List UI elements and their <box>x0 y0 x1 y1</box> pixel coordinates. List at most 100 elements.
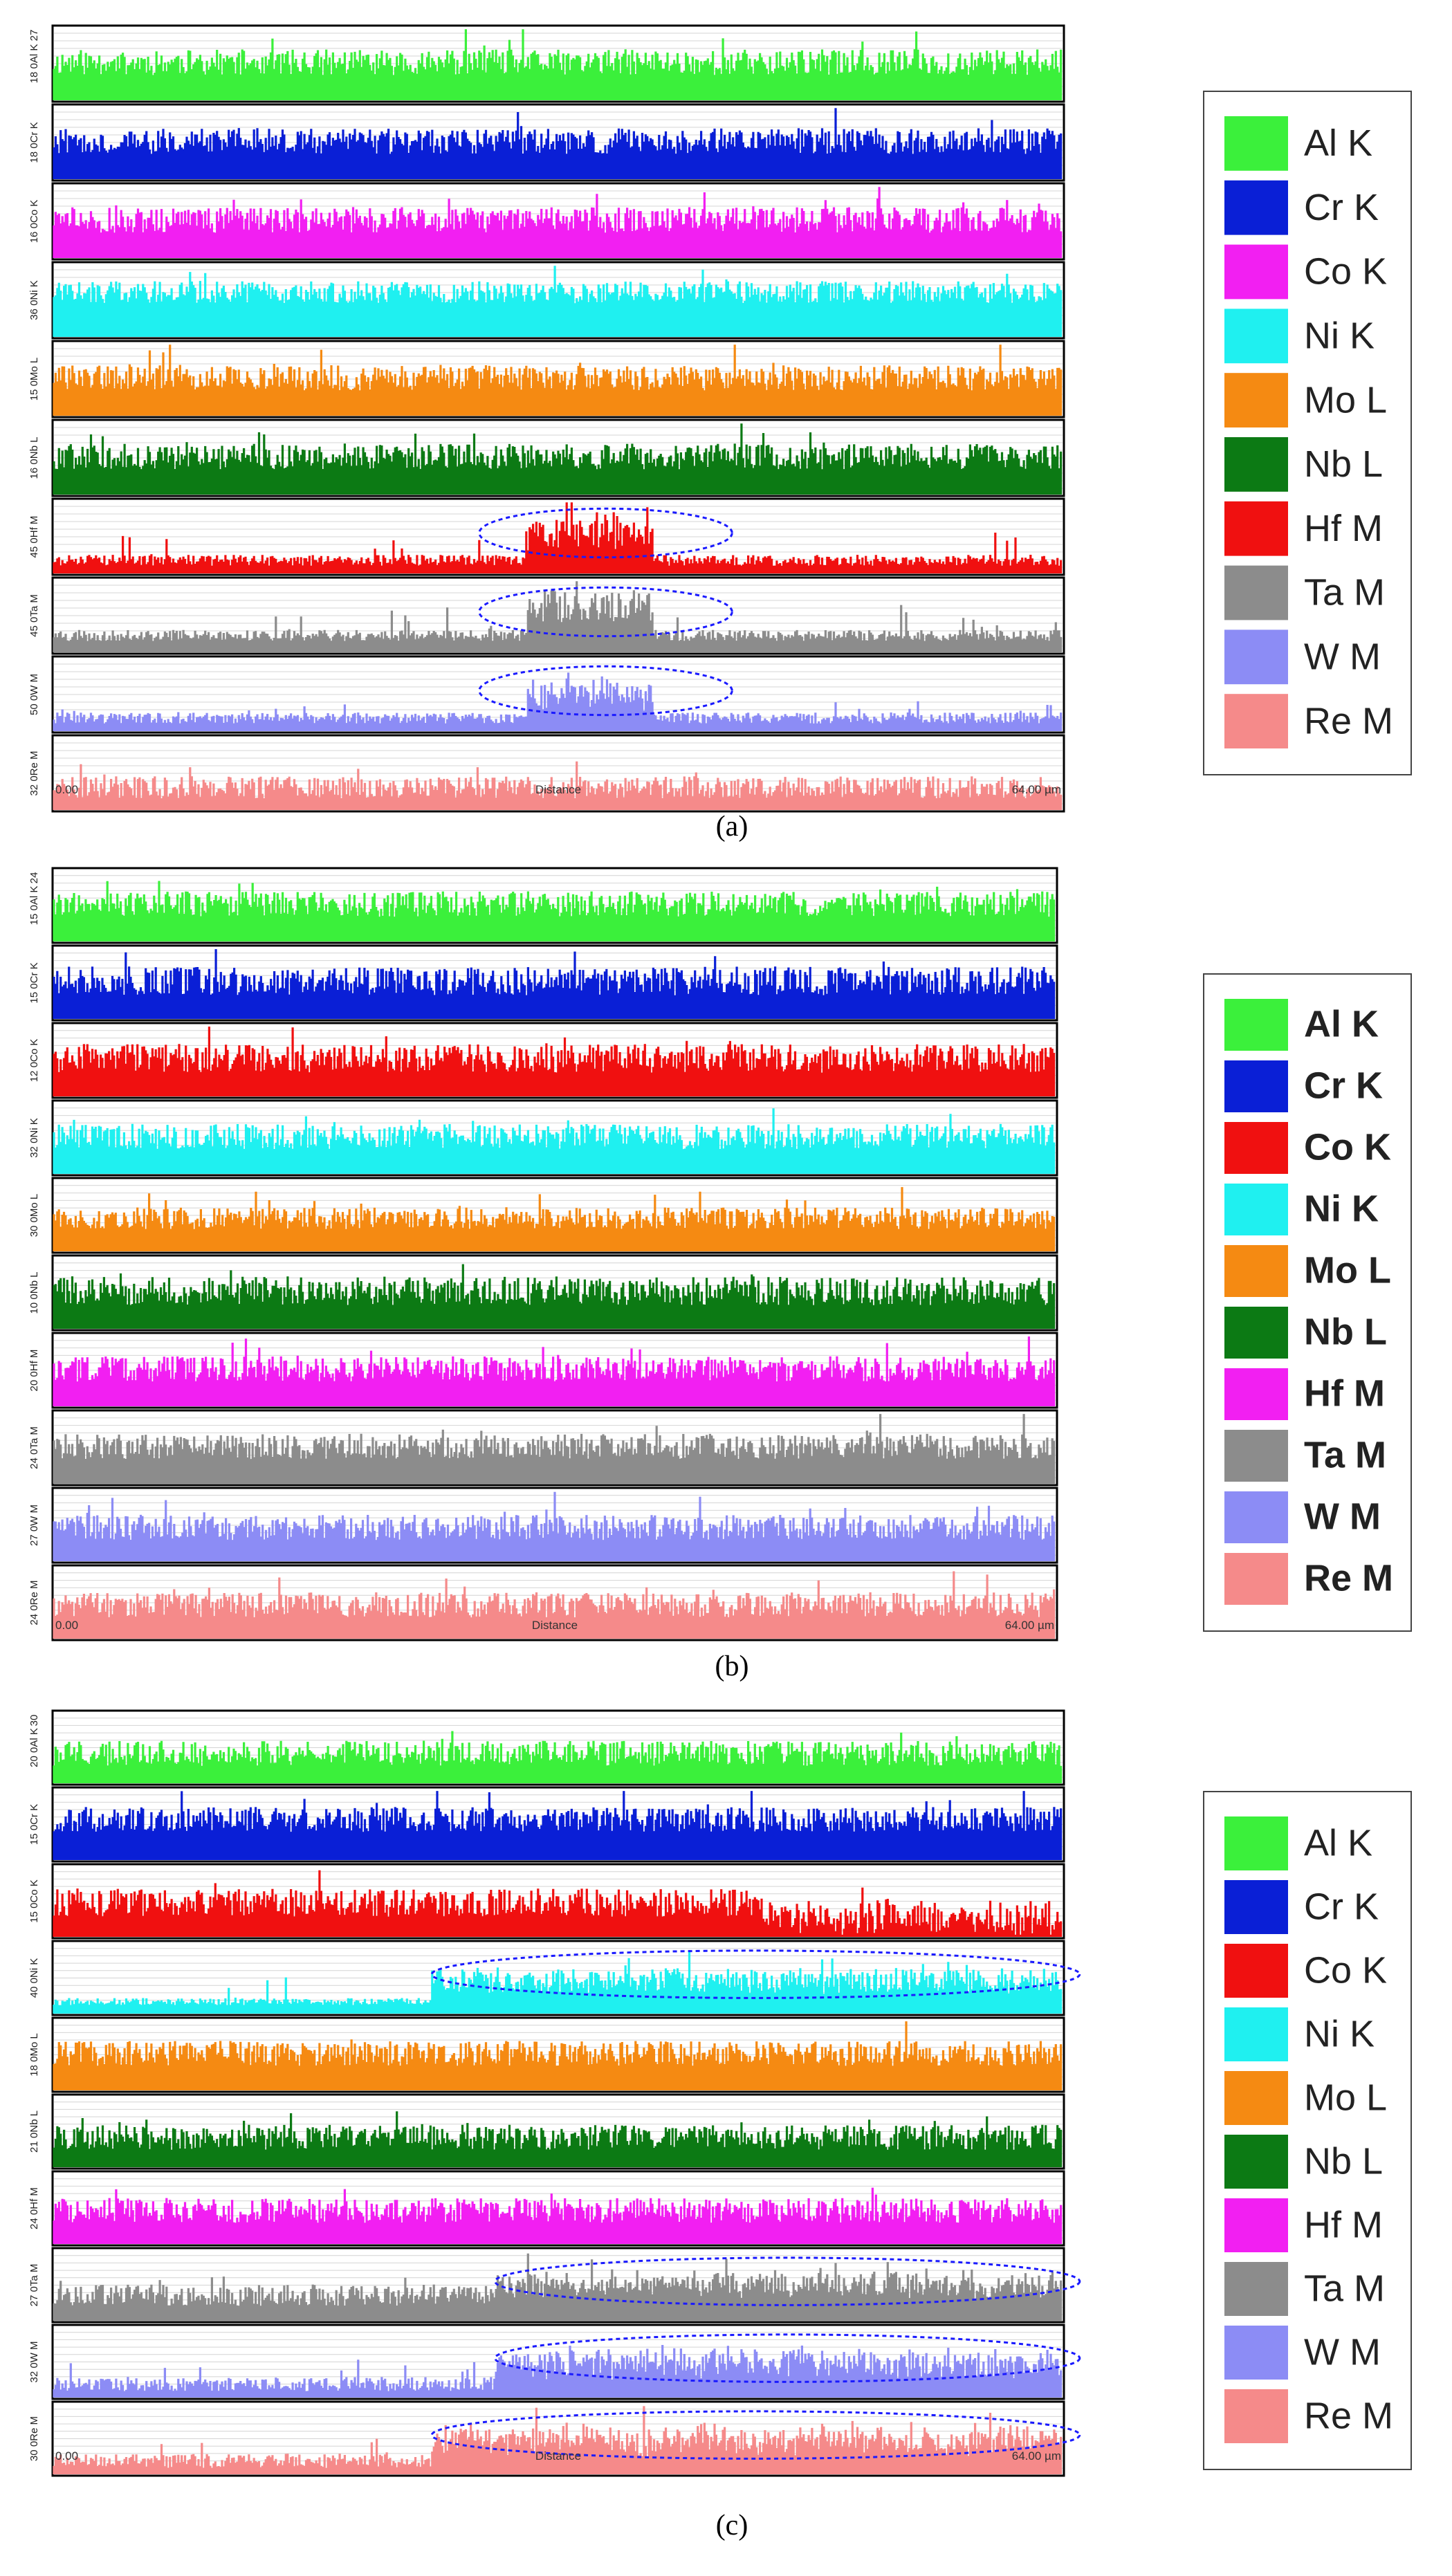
legend-label: Nb L <box>1304 2141 1383 2182</box>
x-axis-start: 0.00 <box>55 783 78 796</box>
strip-hf-m: 20 0Hf M <box>28 1332 1058 1409</box>
strip-w-m: 32 0W M <box>28 2324 1065 2400</box>
series-line <box>53 2187 1063 2244</box>
y-axis-label: 18 0Cr K <box>28 122 40 163</box>
legend-label: Ta M <box>1304 572 1385 614</box>
strip-cr-k: 15 0Cr K <box>28 944 1058 1022</box>
legend-label: Cr K <box>1304 1065 1383 1107</box>
y-axis-label: 32 0W M <box>28 2341 40 2382</box>
legend-swatch <box>1224 2198 1288 2252</box>
legend-label: Mo L <box>1304 1250 1391 1291</box>
legend-swatch <box>1224 1368 1288 1420</box>
y-axis-label: 32 0Ni K <box>28 1118 40 1158</box>
strip-re-m: 32 0Re M <box>28 734 1065 813</box>
strip-co-k: 12 0Co K <box>28 1022 1058 1099</box>
series-line <box>53 1027 1056 1096</box>
series-line <box>53 266 1063 337</box>
legend: Al K Cr K Co K Ni K Mo L Nb L Hf M Ta M W M Re M <box>1203 1791 1412 2470</box>
strip-ta-m: 45 0Ta M <box>28 576 1065 655</box>
y-axis-label: 32 0Re M <box>28 751 40 795</box>
series-line <box>53 2111 1063 2167</box>
series-line <box>53 761 1063 810</box>
y-axis-label: 40 0Ni K <box>28 1958 40 1998</box>
legend-swatch <box>1224 116 1288 171</box>
legend-label: Mo L <box>1304 379 1387 421</box>
strip-al-k: 18 0Al K 27 <box>28 24 1065 103</box>
legend-swatch <box>1224 1122 1288 1174</box>
strip-ni-k: 36 0Ni K <box>28 261 1065 340</box>
y-axis-label: 30 0Mo L <box>28 1194 40 1238</box>
legend-label: Ni K <box>1304 315 1375 357</box>
y-axis-label: 10 0Nb L <box>28 1272 40 1314</box>
x-axis-end: 64.00 µm <box>1012 2449 1061 2463</box>
legend-label: W M <box>1304 2332 1381 2373</box>
highlight-ellipse <box>478 665 733 717</box>
series-line <box>53 29 1063 100</box>
y-axis-max-label: 27 <box>28 30 40 42</box>
legend-label: Co K <box>1304 1127 1391 1168</box>
legend-swatch <box>1224 309 1288 364</box>
strip-w-m: 50 0W M <box>28 655 1065 734</box>
legend-swatch <box>1224 437 1288 492</box>
strip-mo-l: 15 0Mo L <box>28 340 1065 418</box>
legend-label: Al K <box>1304 122 1372 164</box>
y-axis-label: 16 0Co K <box>28 200 40 243</box>
legend-swatch <box>1224 373 1288 427</box>
legend-swatch <box>1224 2389 1288 2443</box>
y-axis-label: 16 0Nb L <box>28 437 40 479</box>
strip-mo-l: 18 0Mo L <box>28 2016 1065 2093</box>
strip-co-k: 15 0Co K <box>28 1863 1065 1940</box>
y-axis-label: 15 0Co K <box>28 1879 40 1923</box>
strip-hf-m: 45 0Hf M <box>28 497 1065 576</box>
legend-label: Al K <box>1304 1823 1372 1864</box>
strip-hf-m: 24 0Hf M <box>28 2170 1065 2247</box>
y-axis-label: 45 0Hf M <box>28 516 40 558</box>
series-line <box>53 502 1063 573</box>
legend-label: Hf M <box>1304 2205 1383 2246</box>
highlight-ellipse <box>478 586 733 638</box>
series-line <box>53 881 1056 941</box>
highlight-ellipse <box>478 507 733 559</box>
series-line <box>53 1187 1056 1251</box>
strip-nb-l: 10 0Nb L <box>28 1254 1058 1332</box>
legend-swatch <box>1224 1553 1288 1605</box>
strip-re-m: 30 0Re M <box>28 2400 1065 2477</box>
y-axis-label: 15 0Mo L <box>28 358 40 401</box>
legend-swatch <box>1224 629 1288 685</box>
panel-caption: (a) <box>716 811 748 843</box>
series-line <box>53 1491 1056 1561</box>
legend-swatch <box>1224 999 1288 1051</box>
series-line <box>53 1264 1056 1329</box>
strip-al-k: 15 0Al K 24 <box>28 867 1058 944</box>
strip-nb-l: 21 0Nb L <box>28 2093 1065 2170</box>
strip-w-m: 27 0W M <box>28 1487 1058 1564</box>
y-axis-label: 15 0Al K <box>28 886 40 926</box>
legend-swatch <box>1224 1816 1288 1870</box>
series-line <box>53 1336 1056 1406</box>
series-line <box>53 1414 1056 1484</box>
y-axis-label: 45 0Ta M <box>28 594 40 637</box>
legend-label: Ni K <box>1304 1188 1379 1230</box>
strip-cr-k: 15 0Cr K <box>28 1786 1065 1863</box>
highlight-ellipse <box>494 2256 1081 2306</box>
series-line <box>53 2253 1063 2321</box>
legend-swatch <box>1224 1060 1288 1112</box>
strip-ta-m: 24 0Ta M <box>28 1409 1058 1487</box>
y-axis-label: 20 0Al K <box>28 1728 40 1767</box>
series-line <box>53 1571 1056 1639</box>
highlight-ellipse <box>430 1949 1081 1999</box>
strip-nb-l: 16 0Nb L <box>28 418 1065 497</box>
legend-label: Nb L <box>1304 443 1383 485</box>
x-axis-start: 0.00 <box>55 1619 78 1632</box>
legend-label: Cr K <box>1304 187 1379 228</box>
y-axis-label: 50 0W M <box>28 674 40 715</box>
series-line <box>53 2021 1063 2090</box>
legend-label: Nb L <box>1304 1312 1387 1353</box>
y-axis-label: 21 0Nb L <box>28 2110 40 2153</box>
legend-label: Cr K <box>1304 1886 1379 1928</box>
legend-swatch <box>1224 1307 1288 1359</box>
series-line <box>53 344 1063 416</box>
y-axis-label: 12 0Co K <box>28 1039 40 1083</box>
legend-label: Ta M <box>1304 1435 1386 1476</box>
